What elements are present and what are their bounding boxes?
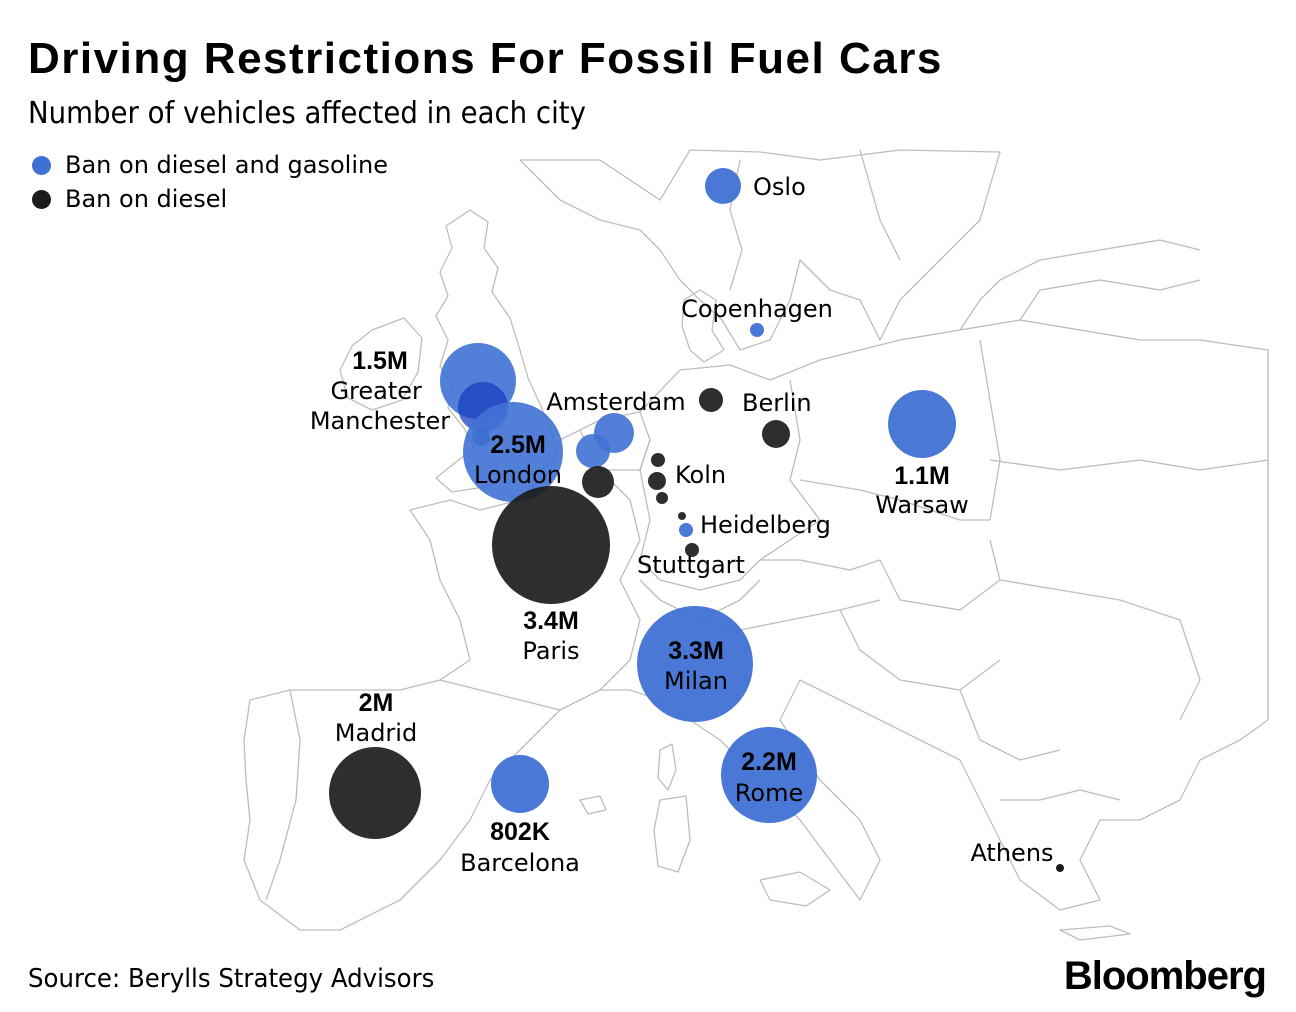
bloomberg-logo: Bloomberg [1063,954,1267,998]
border-greece [1000,789,1121,801]
border-sicily [759,871,831,907]
city-dot-oslo[interactable] [705,168,741,204]
border-belarus-ukraine [989,459,1269,471]
city-label-rome: Rome [735,779,803,807]
city-value-barcelona: 802K [490,818,550,846]
city-dot-milan[interactable] [637,606,753,722]
city-dot-heidelberg[interactable] [679,523,693,537]
border-mainland [243,319,1269,931]
city-dot-copenhagen[interactable] [750,323,764,337]
city-dot-athens[interactable] [1056,864,1064,872]
city-label-heidelberg: Heidelberg [700,511,831,539]
city-value-madrid: 2M [359,689,394,717]
city-value-warsaw: 1.1M [894,462,950,490]
border-corsica [657,743,677,791]
city-label-stuttgart: Stuttgart [637,551,745,579]
city-labels: Oslo Copenhagen 1.5M Greater Manchester … [310,173,1054,877]
city-dot-koln-3[interactable] [656,492,668,504]
legend-label-diesel: Ban on diesel [65,185,228,213]
legend: Ban on diesel and gasoline Ban on diesel [32,148,388,216]
source-note: Source: Berylls Strategy Advisors [28,964,435,994]
city-dot-berlin[interactable] [762,420,790,448]
city-label-athens: Athens [970,839,1053,867]
city-label-barcelona: Barcelona [460,849,580,877]
border-romania [999,579,1201,721]
city-label-copenhagen: Copenhagen [681,295,833,323]
city-label-amsterdam: Amsterdam [546,388,685,416]
border-germany-south [659,559,761,591]
chart-subtitle: Number of vehicles affected in each city [28,96,586,131]
city-dot-barcelona[interactable] [491,755,549,813]
city-value-greater-manchester: 1.5M [352,347,408,375]
city-label-madrid: Madrid [335,719,417,747]
city-dot-netherlands-2[interactable] [576,434,610,468]
country-borders [243,149,1269,941]
border-crete [1059,925,1131,941]
city-label-milan: Milan [664,667,728,695]
border-scandinavia [519,149,1001,351]
city-value-milan: 3.3M [668,637,724,665]
legend-dot-both [32,155,51,175]
city-dot-brussels[interactable] [582,466,614,498]
city-label-london: London [474,461,562,489]
city-dot-london[interactable] [463,402,563,502]
border-baltics-1 [959,239,1201,331]
border-balearics [579,795,607,815]
chart-title: Driving Restrictions For Fossil Fuel Car… [28,34,943,83]
city-value-london: 2.5M [490,431,546,459]
city-dot-rome[interactable] [721,727,817,823]
city-dot-small-germany[interactable] [678,512,686,520]
border-spain-portugal [265,689,301,901]
border-balkans-2 [959,689,1061,761]
city-dot-koln-1[interactable] [651,453,665,467]
border-ireland [339,317,423,411]
legend-dot-diesel [32,189,51,209]
city-dot-warsaw[interactable] [888,390,956,458]
border-germany-east [759,379,821,561]
city-dot-paris[interactable] [492,486,610,604]
border-balkans-1 [839,609,1001,691]
border-germany-west [639,411,661,581]
city-label-greater-manchester-line1: Greater [330,377,422,405]
border-france-east [599,469,641,691]
city-label-greater-manchester: Greater Manchester [310,377,450,435]
border-denmark [681,289,725,363]
city-dot-hamburg[interactable] [699,388,723,412]
city-label-greater-manchester-line2: Manchester [310,407,450,435]
legend-item-diesel: Ban on diesel [32,182,388,216]
border-sweden-finland [859,149,901,261]
border-france-spain [439,679,561,711]
city-label-berlin: Berlin [742,389,812,417]
city-label-warsaw: Warsaw [875,491,969,519]
city-label-oslo: Oslo [753,173,806,201]
border-great-britain [435,209,557,493]
city-label-paris: Paris [522,637,579,665]
city-value-rome: 2.2M [741,748,797,776]
city-dot-koln[interactable] [648,472,666,490]
legend-label-both: Ban on diesel and gasoline [65,151,388,179]
city-markers [329,168,1064,872]
city-dot-stuttgart[interactable] [685,543,699,557]
border-poland-east [979,339,1001,521]
border-czech-poland [799,479,990,521]
city-dot-madrid[interactable] [329,747,421,839]
city-label-koln: Koln [675,461,726,489]
border-baltics-2 [1019,279,1201,321]
city-value-paris: 3.4M [523,607,579,635]
border-sardinia [653,795,691,873]
legend-item-both: Ban on diesel and gasoline [32,148,388,182]
border-hungary [879,539,1001,611]
border-czech-austria [760,559,881,571]
